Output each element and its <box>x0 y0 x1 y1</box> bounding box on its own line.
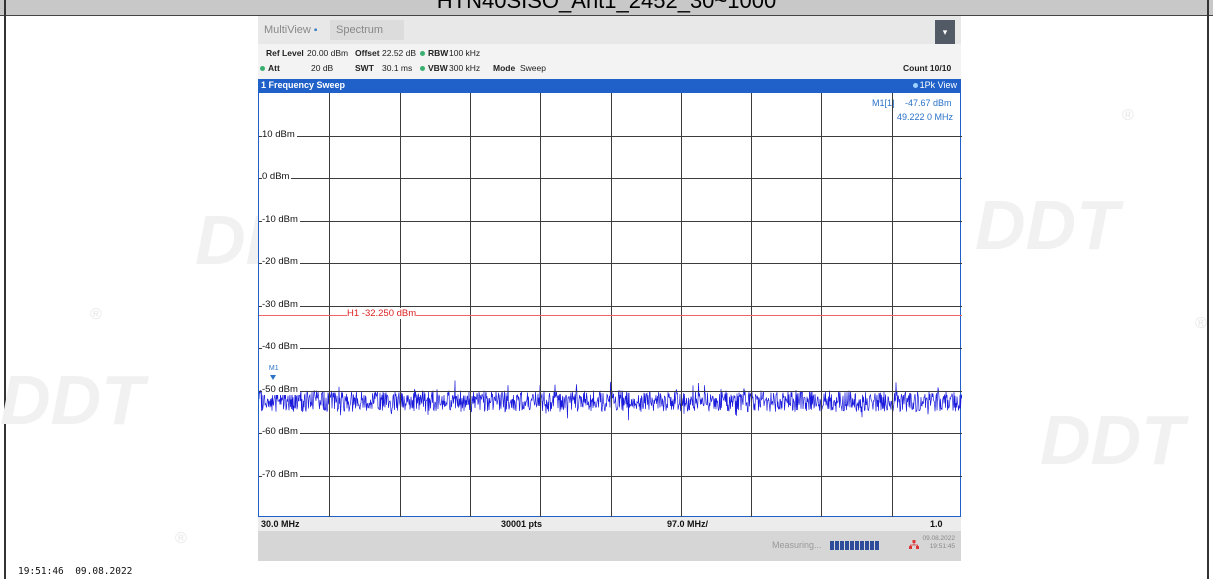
limit-line <box>259 315 962 316</box>
sweep-title: 1 Frequency Sweep <box>261 80 346 90</box>
rbw-value: 100 kHz <box>449 48 481 58</box>
offset-label: Offset <box>355 48 380 58</box>
spectrum-plot[interactable]: M1[1] -47.67 dBm 49.222 0 MHz M1 10 dBm 0… <box>258 92 962 518</box>
grid-horizontal-line <box>259 178 962 179</box>
ref-level-label: Ref Level <box>266 48 304 58</box>
outer-frame <box>4 0 1209 579</box>
coupled-indicator-icon <box>420 51 425 57</box>
menu-button[interactable]: ▾ <box>935 20 955 44</box>
spectrum-trace <box>259 380 962 421</box>
offset-value: 22.52 dB <box>382 48 417 58</box>
grid-vertical-line <box>821 93 822 518</box>
grid-vertical-line <box>329 93 330 518</box>
network-icon <box>909 540 919 549</box>
limit-line-label: H1 -32.250 dBm <box>347 308 417 319</box>
capture-timestamp: 19:51:46 09.08.2022 <box>18 566 133 577</box>
coupled-indicator-icon <box>260 66 265 72</box>
settings-panel: Ref Level 20.00 dBm Offset 22.52 dB RBW … <box>258 46 961 80</box>
sweep-footer: 30.0 MHz 30001 pts 97.0 MHz/ 1.0 GHz <box>258 517 961 543</box>
grid-vertical-line <box>400 93 401 518</box>
grid-horizontal-line <box>259 136 962 137</box>
status-bar: Measuring... 09.08.2022 19:51:45 <box>258 531 961 561</box>
marker-level: -47.67 dBm <box>905 98 952 108</box>
grid-horizontal-line <box>259 476 962 477</box>
measuring-status: Measuring... <box>772 540 822 550</box>
grid-vertical-line <box>470 93 471 518</box>
y-axis-tick-label: -30 dBm <box>262 299 300 310</box>
mode-value: Sweep <box>520 63 546 73</box>
watermark-registered-mark: ® <box>175 530 187 547</box>
chevron-down-icon: ▾ <box>942 27 948 37</box>
watermark-registered-mark: ® <box>1122 107 1134 124</box>
window-title-bar: HTN40SISO_Ant1_2452_30~1000 <box>0 0 1213 16</box>
trace-layer <box>259 380 962 421</box>
vbw-label: VBW <box>420 63 448 73</box>
y-axis-tick-label: -50 dBm <box>262 384 300 395</box>
trace-view-label: 1Pk View <box>912 79 957 92</box>
trace-indicator-icon <box>912 83 918 89</box>
rbw-label: RBW <box>420 48 448 58</box>
marker-label: M1 <box>268 364 279 372</box>
att-label: Att <box>260 63 280 73</box>
marker-triangle-icon[interactable] <box>269 374 276 380</box>
grid-horizontal-line <box>259 433 962 434</box>
y-axis-tick-label: -10 dBm <box>262 214 300 225</box>
mode-label: Mode <box>493 63 516 73</box>
grid-horizontal-line <box>259 348 962 349</box>
vbw-value: 300 kHz <box>449 63 481 73</box>
span-per-division: 97.0 MHz/ <box>667 519 709 529</box>
window-title: HTN40SISO_Ant1_2452_30~1000 <box>436 0 777 13</box>
y-axis-tick-label: -20 dBm <box>262 256 300 267</box>
att-value: 20 dB <box>311 63 334 73</box>
tab-multiview-label: MultiView <box>264 24 311 36</box>
tab-multiview[interactable]: MultiView ▪ <box>258 20 323 40</box>
frequency-sweep-header: 1 Frequency Sweep 1Pk View <box>258 79 961 92</box>
status-date: 09.08.2022 <box>922 535 955 542</box>
swt-label: SWT <box>355 63 374 73</box>
grid-horizontal-line <box>259 306 962 307</box>
marker-frequency: 49.222 0 MHz <box>897 112 954 122</box>
watermark-registered-mark: ® <box>90 306 102 323</box>
y-axis-tick-label: 10 dBm <box>262 129 297 140</box>
y-axis-tick-label: -70 dBm <box>262 469 300 480</box>
y-axis-tick-label: -60 dBm <box>262 426 300 437</box>
marker-name: M1[1] <box>872 98 895 108</box>
y-axis-tick-label: 0 dBm <box>262 171 292 182</box>
grid-vertical-line <box>751 93 752 518</box>
status-time: 19:51:45 <box>929 543 955 550</box>
grid-horizontal-line <box>259 263 962 264</box>
tab-bar: MultiView ▪ Spectrum ▾ <box>258 16 961 44</box>
grid-vertical-line <box>681 93 682 518</box>
swt-value: 30.1 ms <box>382 63 413 73</box>
grid-vertical-line <box>611 93 612 518</box>
sweep-points: 30001 pts <box>501 519 543 529</box>
close-icon[interactable]: ▪ <box>313 25 318 36</box>
status-datetime: 09.08.2022 19:51:45 <box>922 535 955 551</box>
tab-spectrum-label: Spectrum <box>336 24 384 36</box>
progress-bar <box>830 541 880 550</box>
grid-vertical-line <box>540 93 541 518</box>
sweep-count: Count 10/10 <box>903 63 952 73</box>
tab-spectrum[interactable]: Spectrum <box>330 20 404 40</box>
grid-vertical-line <box>892 93 893 518</box>
watermark-registered-mark: ® <box>1195 315 1207 332</box>
grid-horizontal-line <box>259 391 962 392</box>
start-frequency: 30.0 MHz <box>261 519 300 529</box>
ref-level-value: 20.00 dBm <box>307 48 349 58</box>
coupled-indicator-icon <box>420 66 425 72</box>
grid-horizontal-line <box>259 221 962 222</box>
y-axis-tick-label: -40 dBm <box>262 341 300 352</box>
spectrum-analyzer-screen: MultiView ▪ Spectrum ▾ Ref Level 20.00 dB… <box>258 16 962 561</box>
